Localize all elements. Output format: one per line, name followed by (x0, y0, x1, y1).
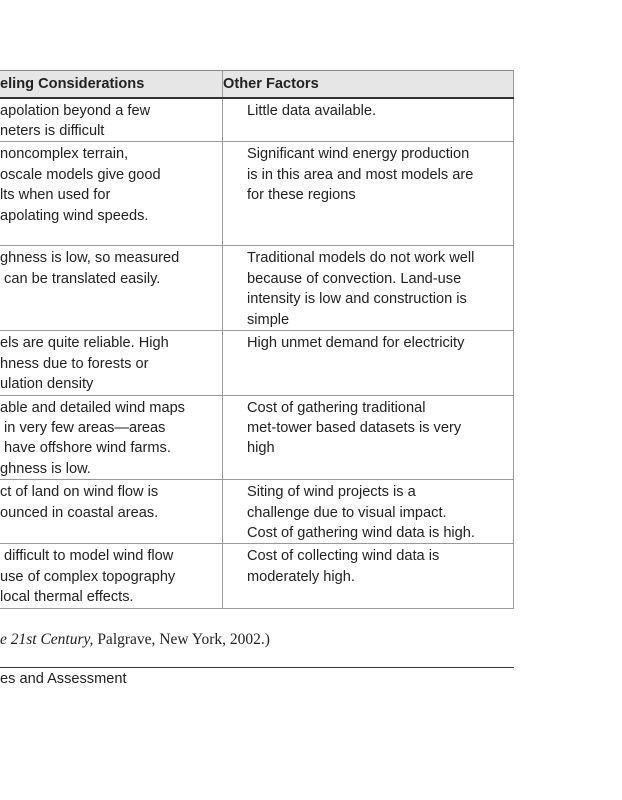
table: eling Considerations Other Factors apolati… (0, 70, 514, 609)
cell-line: High unmet demand for electricity (247, 335, 465, 352)
cell-line: ounced in coastal areas. (0, 504, 159, 521)
cell-line: noncomplex terrain, (0, 146, 129, 163)
cell-line: moderately high. (247, 568, 355, 585)
cell-line: apolation beyond a few (0, 102, 151, 119)
table-cell: ghness is low, so measured can be transl… (0, 245, 223, 332)
cell-line: use of complex topography (0, 568, 176, 585)
cell-line: ghness is low, so measured (0, 250, 180, 267)
table-cell: High unmet demand for electricity (222, 330, 514, 396)
header-cell: Other Factors (222, 70, 514, 99)
caption-text: Palgrave, New York, 2002.) (93, 631, 270, 648)
cell-line: local thermal effects. (0, 589, 134, 606)
table-cell: els are quite reliable. High hness due to… (0, 330, 223, 396)
cell-line: met-tower based datasets is very (247, 419, 462, 436)
table-cell: difficult to model wind flow use of compl… (0, 543, 223, 609)
cell-line: Siting of wind projects is a (247, 484, 416, 501)
table-row: ghness is low, so measured can be transl… (0, 245, 514, 332)
cell-line: able and detailed wind maps (0, 399, 185, 416)
cell-line: for these regions (247, 187, 356, 204)
cell-line: Cost of gathering traditional (247, 399, 426, 416)
cell-line: ulation density (0, 376, 94, 393)
table-cell: Little data available. (222, 96, 514, 143)
cell-line: neters is difficult (0, 122, 105, 139)
table-cell: able and detailed wind maps in very few … (0, 394, 223, 481)
cell-line: challenge due to visual impact. (247, 504, 447, 521)
cell-line: apolating wind speeds. (0, 207, 149, 224)
table-cell: Cost of collecting wind data is moderatel… (222, 543, 514, 609)
cell-line: Significant wind energy production (247, 146, 470, 163)
cell-line: because of convection. Land-use (247, 270, 462, 287)
cell-line: difficult to model wind flow (0, 548, 174, 565)
cell-line: ghness is low. (0, 460, 91, 477)
table-cell: ct of land on wind flow is ounced in coas… (0, 479, 223, 545)
caption-italic: e 21st Century, (0, 631, 94, 648)
cell-line: in very few areas—areas (0, 419, 166, 436)
table-row: apolation beyond a few neters is difficul… (0, 96, 514, 143)
cell-line: oscale models give good (0, 166, 161, 183)
table-cell: Siting of wind projects is a challenge du… (222, 479, 514, 545)
table-row: able and detailed wind maps in very few … (0, 394, 514, 481)
cell-line: Little data available. (247, 102, 376, 119)
cell-line: els are quite reliable. High (0, 335, 169, 352)
cell-line: high (247, 440, 275, 457)
table-row: difficult to model wind flow use of compl… (0, 543, 514, 609)
cell-line: hness due to forests or (0, 355, 149, 372)
table-cell: noncomplex terrain, oscale models give go… (0, 141, 223, 247)
cell-line: have offshore wind farms. (0, 440, 171, 457)
cell-line: ct of land on wind flow is (0, 484, 159, 501)
table-row: els are quite reliable. High hness due to… (0, 330, 514, 396)
cell-line: Traditional models do not work well (247, 250, 475, 267)
footer-rule (0, 667, 514, 668)
cell-line: lts when used for (0, 187, 111, 204)
table-cell: Cost of gathering traditional met-tower b… (222, 394, 514, 481)
table-row: noncomplex terrain, oscale models give go… (0, 141, 514, 247)
table-cell: Significant wind energy production is in … (222, 141, 514, 247)
cell-line: Cost of collecting wind data is (247, 548, 440, 565)
caption: e 21st Century, Palgrave, New York, 2002… (0, 631, 270, 649)
cell-line: simple (247, 311, 290, 328)
cell-line: Cost of gathering wind data is high. (247, 524, 475, 541)
cell-line: can be translated easily. (0, 270, 161, 287)
cell-line: is in this area and most models are (247, 166, 474, 183)
table-row: ct of land on wind flow is ounced in coas… (0, 479, 514, 545)
running-footer: es and Assessment (0, 671, 127, 687)
cell-line: intensity is low and construction is (247, 291, 467, 308)
table-cell: Traditional models do not work well becau… (222, 245, 514, 332)
header-row: eling Considerations Other Factors (0, 70, 514, 99)
header-cell: eling Considerations (0, 70, 223, 99)
table-cell: apolation beyond a few neters is difficul… (0, 96, 223, 143)
